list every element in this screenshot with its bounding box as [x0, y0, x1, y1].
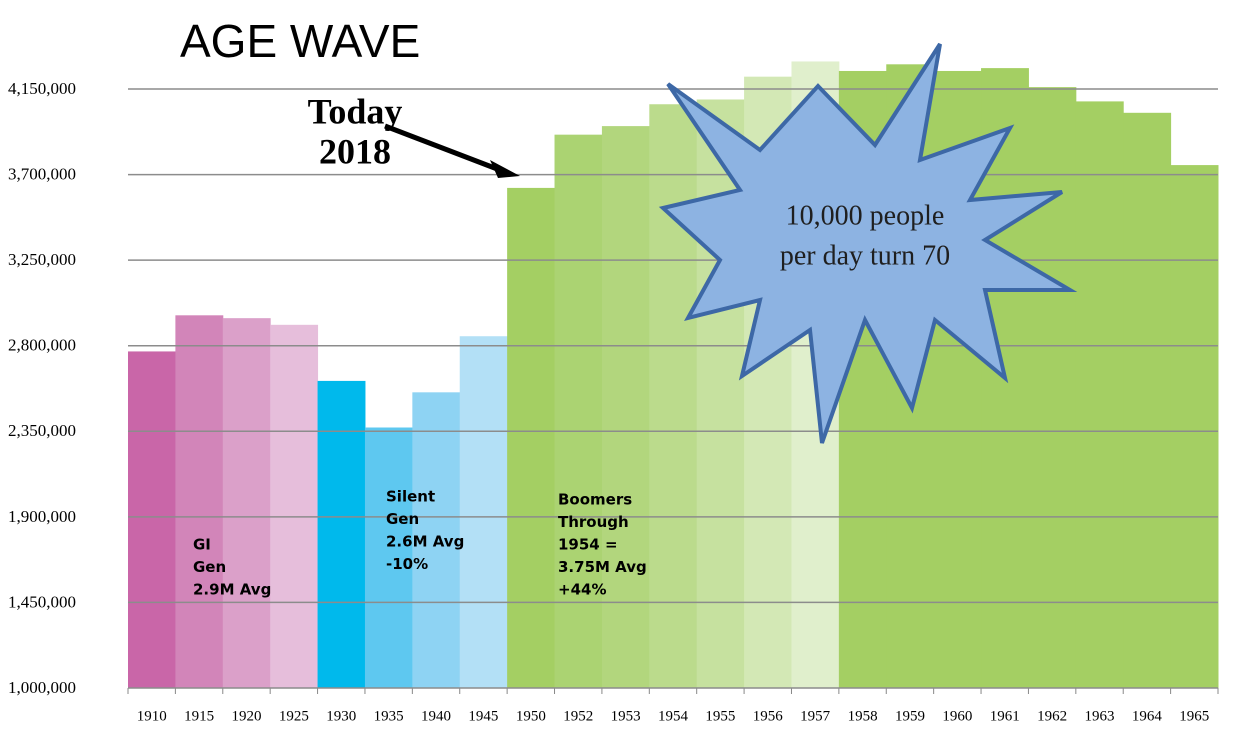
- x-tick-label: 1955: [705, 708, 735, 724]
- y-tick-label: 4,150,000: [8, 79, 76, 98]
- annotation: +44%: [558, 581, 606, 599]
- x-tick-label: 1953: [611, 708, 641, 724]
- bar: [459, 336, 508, 688]
- arrow: [384, 123, 506, 175]
- bar: [222, 318, 271, 688]
- x-tick-label: 1958: [848, 708, 878, 724]
- annotation: 3.75M Avg: [558, 558, 647, 576]
- y-tick-label: 1,900,000: [8, 507, 76, 526]
- bar: [1075, 101, 1124, 689]
- bar: [270, 324, 319, 688]
- x-tick-label: 1961: [990, 708, 1020, 724]
- y-tick-label: 1,000,000: [8, 678, 76, 697]
- annotation: Gen: [193, 558, 226, 576]
- x-tick-label: 1910: [137, 708, 167, 724]
- x-tick-label: 1950: [516, 708, 546, 724]
- annotation: 10,000 people: [786, 200, 945, 231]
- annotation: 2018: [319, 131, 391, 171]
- bar: [317, 380, 366, 688]
- annotation: -10%: [386, 555, 428, 573]
- chart-title: AGE WAVE: [180, 15, 420, 67]
- bar: [175, 315, 224, 688]
- annotation: Through: [558, 513, 629, 531]
- x-tick-label: 1964: [1132, 708, 1163, 724]
- x-tick-label: 1920: [231, 708, 261, 724]
- annotation: 2.9M Avg: [193, 581, 271, 599]
- x-tick-label: 1915: [184, 708, 214, 724]
- bar: [364, 427, 413, 688]
- x-tick-label: 1963: [1085, 708, 1115, 724]
- y-tick-label: 3,700,000: [8, 165, 76, 184]
- y-tick-label: 1,450,000: [8, 592, 76, 611]
- bar: [649, 104, 698, 688]
- x-tick-label: 1935: [374, 708, 404, 724]
- x-tick-label: 1962: [1037, 708, 1067, 724]
- bar: [1028, 87, 1077, 688]
- x-tick-label: 1965: [1179, 708, 1209, 724]
- bar: [128, 351, 176, 688]
- annotation: Today: [308, 91, 403, 131]
- x-tick-label: 1959: [895, 708, 925, 724]
- annotation: GI: [193, 536, 211, 554]
- plot: 1910 1915 1920 1925 1930 1935 1940 1945 1950 1952…: [8, 61, 1219, 724]
- x-tick-label: 1954: [658, 708, 689, 724]
- x-tick-label: 1960: [942, 708, 972, 724]
- y-tick-label: 2,350,000: [8, 421, 76, 440]
- x-tick-label: 1945: [468, 708, 498, 724]
- x-tick-label: 1940: [421, 708, 451, 724]
- bar: [1170, 165, 1219, 689]
- y-tick-label: 2,800,000: [8, 336, 76, 355]
- starburst: [658, 42, 1078, 444]
- bar: [1123, 112, 1172, 688]
- bar: [601, 126, 650, 689]
- bar: [554, 134, 603, 689]
- y-tick-label: 3,250,000: [8, 250, 76, 269]
- annotation: per day turn 70: [780, 240, 950, 271]
- bar: [507, 187, 556, 688]
- x-tick-label: 1957: [800, 708, 831, 724]
- annotation: Boomers: [558, 491, 632, 509]
- x-tick-label: 1952: [563, 708, 593, 724]
- arrow-head: [490, 160, 520, 178]
- annotation: 2.6M Avg: [386, 533, 464, 551]
- annotation: Gen: [386, 510, 419, 528]
- annotations: GI Gen 2.9M Avg Silent Gen 2.6M Avg -10% Boomer…: [193, 91, 950, 598]
- x-tick-label: 1930: [326, 708, 356, 724]
- bar: [412, 392, 461, 688]
- annotation: 1954 =: [558, 536, 618, 554]
- x-tick-label: 1956: [753, 708, 784, 724]
- annotation: Silent: [386, 488, 435, 506]
- x-tick-label: 1925: [279, 708, 309, 724]
